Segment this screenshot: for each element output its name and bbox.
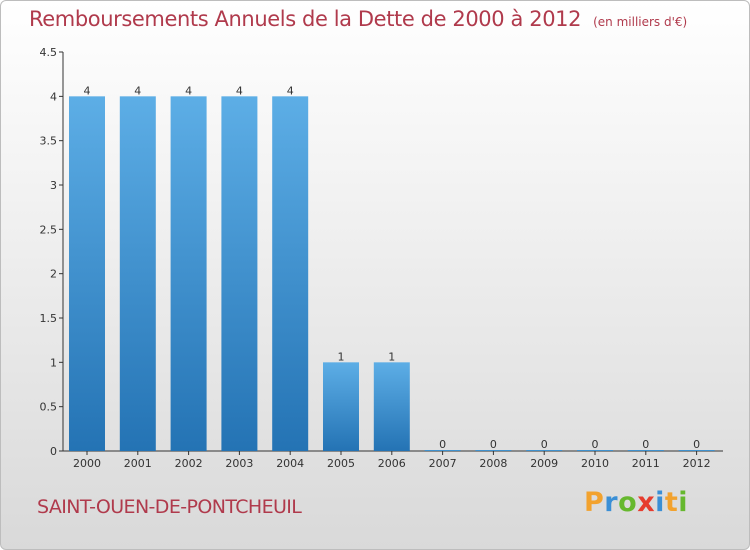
y-tick-label: 0.5: [40, 401, 58, 414]
proxiti-logo: Proxiti: [584, 487, 688, 518]
data-labels: 4 4 4 4 4 1 1 0 0 0 0 0 0: [84, 84, 701, 451]
bar-2004: [272, 96, 309, 451]
y-tick-label: 3: [50, 179, 57, 192]
data-label: 4: [236, 84, 243, 97]
bar-2012: [678, 450, 715, 451]
bar-2008: [475, 450, 512, 451]
data-label: 0: [541, 438, 548, 451]
data-label: 4: [84, 84, 91, 97]
y-tick-label: 2: [50, 268, 57, 281]
x-tick-label: 2006: [378, 457, 406, 470]
data-label: 0: [642, 438, 649, 451]
bar-2011: [627, 450, 664, 451]
chart-subtitle: (en milliers d'€): [593, 15, 688, 29]
y-tick-label: 4: [50, 90, 57, 103]
y-tick-label: 1.5: [40, 312, 58, 325]
bar-2002: [170, 96, 207, 451]
data-label: 4: [287, 84, 294, 97]
bar-2003: [221, 96, 258, 451]
x-tick-label: 2008: [479, 457, 507, 470]
bars: [69, 96, 715, 451]
logo-letter: o: [618, 487, 638, 518]
bar-2000: [69, 96, 105, 451]
x-tick-label: 2005: [327, 457, 355, 470]
data-label: 0: [693, 438, 700, 451]
bar-2009: [526, 450, 563, 451]
x-tick-label: 2003: [225, 457, 253, 470]
x-tick-label: 2002: [175, 457, 203, 470]
bar-2007: [424, 450, 461, 451]
bar-2001: [119, 96, 156, 451]
y-axis: 0 0.5 1 1.5 2 2.5 3 3.5 4 4.5: [40, 46, 64, 458]
chart-title-text: Remboursements Annuels de la Dette de 20…: [29, 7, 582, 31]
logo-letter: t: [664, 487, 679, 518]
bar-2005: [323, 362, 359, 451]
x-tick-label: 2000: [73, 457, 101, 470]
bar-2010: [577, 450, 613, 451]
data-label: 4: [185, 84, 192, 97]
data-label: 0: [490, 438, 497, 451]
y-tick-label: 3.5: [40, 135, 58, 148]
x-tick-label: 2009: [530, 457, 558, 470]
data-label: 0: [439, 438, 446, 451]
data-label: 4: [134, 84, 141, 97]
logo-letter: x: [637, 487, 656, 518]
x-axis: 2000 2001 2002 2003 2004 2005 2006 2007 2008 2009…: [63, 450, 723, 470]
x-tick-label: 2007: [429, 457, 457, 470]
x-tick-label: 2010: [581, 457, 609, 470]
data-label: 1: [388, 350, 395, 363]
x-tick-label: 2011: [632, 457, 660, 470]
chart-title: Remboursements Annuels de la Dette de 20…: [29, 7, 687, 31]
y-tick-label: 1: [50, 356, 57, 369]
commune-name: SAINT-OUEN-DE-PONTCHEUIL: [37, 496, 302, 518]
data-label: 1: [338, 350, 345, 363]
logo-letter: r: [604, 487, 619, 518]
y-tick-label: 4.5: [40, 46, 58, 59]
logo-letter: i: [655, 487, 665, 518]
logo-letter: P: [584, 487, 605, 518]
y-tick-label: 2.5: [40, 223, 58, 236]
data-label: 0: [592, 438, 599, 451]
x-tick-label: 2012: [683, 457, 711, 470]
bar-2006: [373, 362, 410, 451]
x-tick-label: 2004: [276, 457, 304, 470]
logo-letter: i: [678, 487, 689, 518]
x-tick-label: 2001: [124, 457, 152, 470]
y-tick-label: 0: [50, 445, 57, 458]
